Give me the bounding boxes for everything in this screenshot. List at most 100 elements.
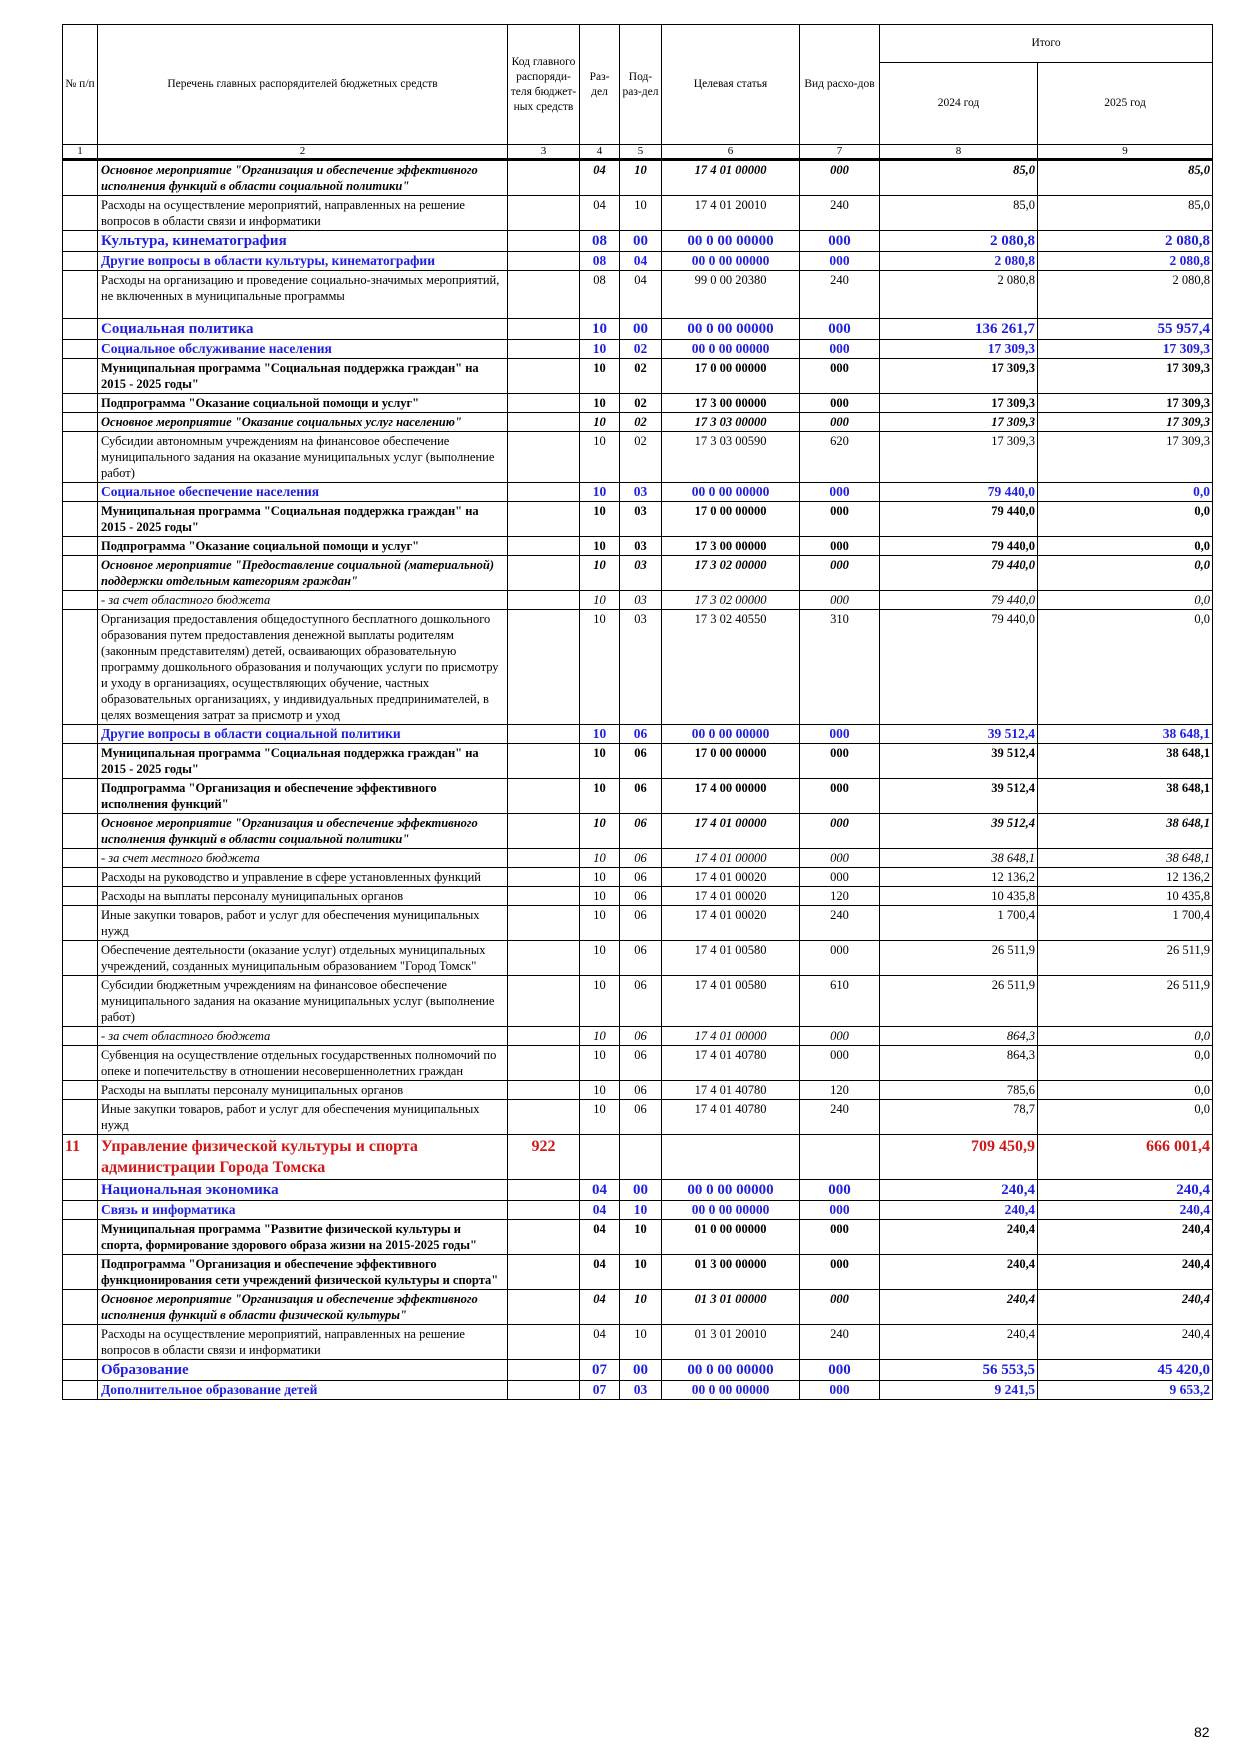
cell-podrazdel: 06 [619, 867, 662, 887]
cell-amount-2024: 240,4 [879, 1289, 1038, 1325]
cell-name: Иные закупки товаров, работ и услуг для … [97, 905, 508, 941]
cell-expense-type: 000 [799, 1200, 880, 1220]
cell-no [62, 412, 98, 432]
cell-amount-2025: 0,0 [1036, 1045, 1214, 1081]
cell-no [62, 482, 98, 502]
cell-amount-2025: 17 309,3 [1036, 393, 1214, 413]
cell-code [507, 867, 580, 887]
table-row: Иные закупки товаров, работ и услуг для … [62, 1099, 1214, 1135]
cell-expense-type: 000 [799, 251, 880, 271]
cell-target-article: 17 4 00 00000 [661, 778, 800, 814]
cell-expense-type: 000 [799, 1219, 880, 1255]
cell-expense-type: 000 [799, 743, 880, 779]
header-colnum: 5 [619, 144, 662, 160]
cell-amount-2025: 10 435,8 [1036, 886, 1214, 906]
table-row: Социальное обслуживание населения 10 02 00 … [62, 339, 1214, 359]
cell-amount-2025: 85,0 [1036, 195, 1214, 231]
table-row: Расходы на осуществление мероприятий, на… [62, 1324, 1214, 1360]
table-row: Иные закупки товаров, работ и услуг для … [62, 905, 1214, 941]
cell-amount-2025: 0,0 [1036, 482, 1214, 502]
cell-expense-type: 310 [799, 609, 880, 725]
cell-podrazdel: 04 [619, 270, 662, 319]
cell-amount-2025: 0,0 [1036, 501, 1214, 537]
cell-expense-type: 000 [799, 1179, 880, 1201]
cell-target-article: 17 4 01 00000 [661, 813, 800, 849]
cell-expense-type: 000 [799, 813, 880, 849]
cell-name: Основное мероприятие "Организация и обес… [97, 159, 508, 196]
cell-name: Социальное обеспечение населения [97, 482, 508, 502]
cell-name: Расходы на выплаты персоналу муниципальн… [97, 1080, 508, 1100]
cell-expense-type: 000 [799, 393, 880, 413]
cell-amount-2024: 240,4 [879, 1254, 1038, 1290]
cell-razdel: 10 [579, 501, 620, 537]
cell-podrazdel: 03 [619, 482, 662, 502]
cell-code [507, 1080, 580, 1100]
cell-podrazdel: 10 [619, 1200, 662, 1220]
cell-podrazdel: 00 [619, 230, 662, 252]
cell-razdel: 04 [579, 159, 620, 196]
cell-podrazdel: 02 [619, 339, 662, 359]
cell-target-article: 17 3 02 00000 [661, 590, 800, 610]
cell-target-article: 00 0 00 00000 [661, 724, 800, 744]
cell-razdel: 08 [579, 230, 620, 252]
cell-target-article: 17 4 01 00000 [661, 1026, 800, 1046]
cell-amount-2025: 38 648,1 [1036, 743, 1214, 779]
table-row: Муниципальная программа "Социальная подд… [62, 743, 1214, 779]
cell-target-article: 00 0 00 00000 [661, 1359, 800, 1381]
cell-code [507, 159, 580, 196]
cell-expense-type: 240 [799, 270, 880, 319]
cell-target-article: 00 0 00 00000 [661, 251, 800, 271]
cell-target-article: 17 4 01 00000 [661, 159, 800, 196]
table-row: Организация предоставления общедоступног… [62, 609, 1214, 725]
header-colnum: 6 [661, 144, 800, 160]
cell-expense-type: 120 [799, 886, 880, 906]
cell-name: Муниципальная программа "Социальная подд… [97, 358, 508, 394]
cell-no [62, 886, 98, 906]
cell-no [62, 1380, 98, 1400]
cell-amount-2024: 85,0 [879, 195, 1038, 231]
cell-podrazdel [619, 1134, 662, 1180]
cell-target-article: 00 0 00 00000 [661, 318, 800, 340]
cell-no [62, 778, 98, 814]
cell-expense-type: 000 [799, 778, 880, 814]
cell-expense-type: 000 [799, 1359, 880, 1381]
cell-expense-type: 240 [799, 195, 880, 231]
cell-target-article: 17 0 00 00000 [661, 501, 800, 537]
cell-name: Связь и информатика [97, 1200, 508, 1220]
cell-podrazdel: 03 [619, 501, 662, 537]
cell-no [62, 1200, 98, 1220]
cell-podrazdel: 06 [619, 1026, 662, 1046]
cell-no [62, 743, 98, 779]
cell-amount-2024: 39 512,4 [879, 743, 1038, 779]
cell-code [507, 482, 580, 502]
cell-name: Национальная экономика [97, 1179, 508, 1201]
cell-amount-2024: 85,0 [879, 159, 1038, 196]
header-total: Итого [878, 24, 1214, 63]
cell-no [62, 501, 98, 537]
cell-amount-2025: 240,4 [1036, 1324, 1214, 1360]
table-row: Социальное обеспечение населения 10 03 00 0… [62, 482, 1214, 502]
cell-razdel: 10 [579, 1026, 620, 1046]
cell-name: Субвенция на осуществление отдельных гос… [97, 1045, 508, 1081]
header-code: Код главного распоряди-теля бюджет-ных с… [507, 24, 580, 145]
table-row: Подпрограмма "Организация и обеспечение … [62, 1254, 1214, 1290]
cell-podrazdel: 06 [619, 886, 662, 906]
cell-podrazdel: 06 [619, 813, 662, 849]
cell-code [507, 195, 580, 231]
cell-amount-2024: 17 309,3 [879, 393, 1038, 413]
cell-amount-2025: 12 136,2 [1036, 867, 1214, 887]
cell-target-article: 00 0 00 00000 [661, 482, 800, 502]
cell-target-article: 17 4 01 00020 [661, 905, 800, 941]
header-no: № п/п [62, 24, 98, 145]
cell-expense-type: 000 [799, 1380, 880, 1400]
cell-code [507, 412, 580, 432]
cell-name: Расходы на организацию и проведение соци… [97, 270, 508, 319]
page-number: 82 [1194, 1724, 1210, 1740]
cell-expense-type: 000 [799, 412, 880, 432]
cell-name: - за счет областного бюджета [97, 590, 508, 610]
cell-target-article: 01 3 01 00000 [661, 1289, 800, 1325]
cell-code [507, 1045, 580, 1081]
cell-amount-2024: 17 309,3 [879, 358, 1038, 394]
table-row: Обеспечение деятельности (оказание услуг… [62, 940, 1214, 976]
cell-code [507, 536, 580, 556]
